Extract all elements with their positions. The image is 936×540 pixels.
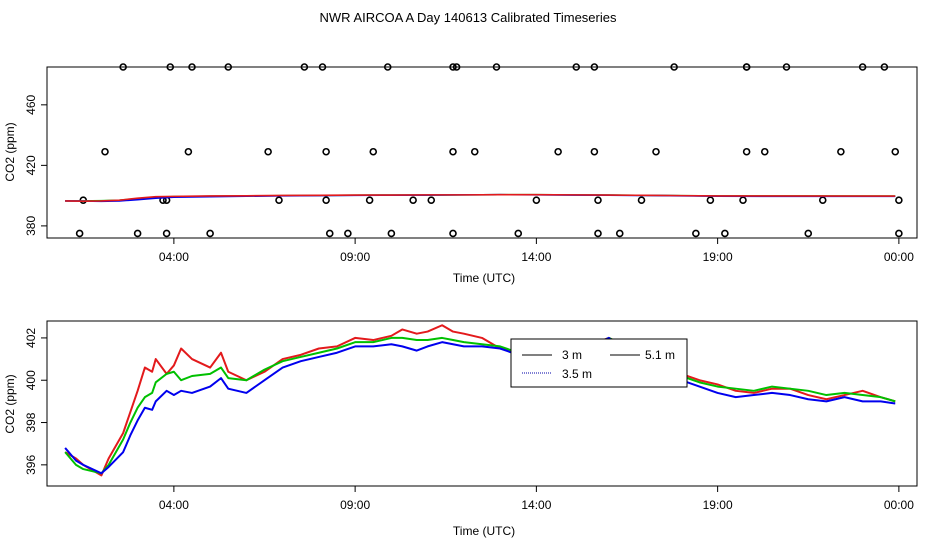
bottom-y-tick-label: 400 [24,370,38,390]
top-scatter-point [742,63,751,71]
bottom-x-axis-label: Time (UTC) [453,524,515,538]
top-scatter-point [188,63,196,71]
top-series-line-red [65,193,896,203]
top-scatter-point [344,229,352,238]
bottom-series-line-3-5-m [64,336,896,475]
bottom-y-axis-label: CO2 (ppm) [3,374,17,433]
top-scatter-point [325,229,334,238]
bottom-plot: 04:00 09:00 14:00 19:00 00:00 396 398 400 402 Ti… [3,320,918,538]
bottom-series-line-5-1-m [64,336,896,475]
top-scatter-point [322,196,330,204]
top-scatter-point [162,229,171,238]
top-x-axis-label: Time (UTC) [453,271,515,285]
top-scatter-point [739,196,747,204]
top-scatter-point [554,147,562,156]
top-scatter-point [492,63,501,71]
top-scatter-point [452,63,461,71]
top-scatter-point [322,147,330,156]
top-y-tick-label: 380 [24,216,38,236]
bottom-x-tick-label: 09:00 [340,498,370,512]
top-scatter-point [891,147,900,156]
top-scatter-point [427,196,436,204]
top-scatter-point [365,196,374,204]
top-scatter-point [514,229,523,238]
top-x-tick-label: 09:00 [340,250,370,264]
top-scatter-point [706,196,715,204]
top-plot-frame [46,66,918,239]
top-scatter-point [895,229,903,238]
bottom-x-tick-label: 19:00 [703,498,733,512]
top-y-tick-label: 460 [24,94,38,114]
top-scatter-point [721,229,729,238]
chart-title: NWR AIRCOA A Day 140613 Calibrated Times… [320,10,617,25]
top-plot: 04:00 09:00 14:00 19:00 00:00 380 420 460 Time … [3,63,918,285]
top-scatter-point [692,229,700,238]
top-scatter-point [670,63,678,71]
top-scatter-point [760,147,769,156]
top-y-tick-label: 420 [24,155,38,175]
top-scatter-point [652,147,660,156]
top-scatter-point [742,147,751,156]
top-scatter-point [572,63,581,71]
bottom-x-tick-label: 00:00 [884,498,914,512]
top-scatter-point [387,229,396,238]
top-x-tick-label: 04:00 [159,250,189,264]
top-scatter-point [409,196,417,204]
legend-box [510,338,688,388]
legend: 3 m 3.5 m 5.1 m [510,338,688,388]
top-scatter-point [383,63,392,71]
top-scatter-point [206,229,214,238]
top-scatter-point [318,63,327,71]
top-scatter-point [858,63,867,71]
top-scatter-point [532,196,541,204]
top-scatter-point [782,63,791,71]
top-scatter-point [590,147,599,156]
top-x-tick-label: 14:00 [521,250,551,264]
top-scatter-point [837,147,845,156]
bottom-x-tick-label: 14:00 [521,498,551,512]
legend-label-1: 3 m [562,348,582,362]
top-scatter-point [804,229,813,238]
top-scatter-point [895,196,903,204]
top-scatter-point [594,196,602,204]
top-scatter-point [637,196,646,204]
top-scatter-point [470,147,479,156]
top-scatter-point [166,63,175,71]
top-scatter-point [264,147,272,156]
bottom-y-tick-label: 402 [24,328,38,348]
top-scatter-point [449,229,457,238]
top-scatter-point [615,229,624,238]
top-scatter-point [818,196,827,204]
top-scatter-point [224,63,233,71]
bottom-x-tick-label: 04:00 [159,498,189,512]
top-scatter-point [594,229,602,238]
bottom-y-tick-label: 396 [24,455,38,475]
top-scatter-point [590,63,599,71]
top-scatter-point [449,147,457,156]
top-scatter-point [75,229,84,238]
bottom-y-tick-label: 398 [24,412,38,432]
top-scatter-point [300,63,309,71]
top-scatter-point [449,63,457,71]
top-scatter-point [880,63,889,71]
legend-label-2: 3.5 m [562,367,592,381]
top-scatter-point [133,229,142,238]
top-scatter-point [184,147,193,156]
top-scatter-point [275,196,283,204]
bottom-series-line-3-m [64,324,896,477]
bottom-plot-frame [46,320,918,487]
top-y-axis-label: CO2 (ppm) [3,122,17,181]
top-scatter-point [369,147,378,156]
top-x-tick-label: 00:00 [884,250,914,264]
top-scatter-point [101,147,109,156]
top-scatter-point [119,63,127,71]
top-x-tick-label: 19:00 [703,250,733,264]
legend-label-3: 5.1 m [645,348,675,362]
